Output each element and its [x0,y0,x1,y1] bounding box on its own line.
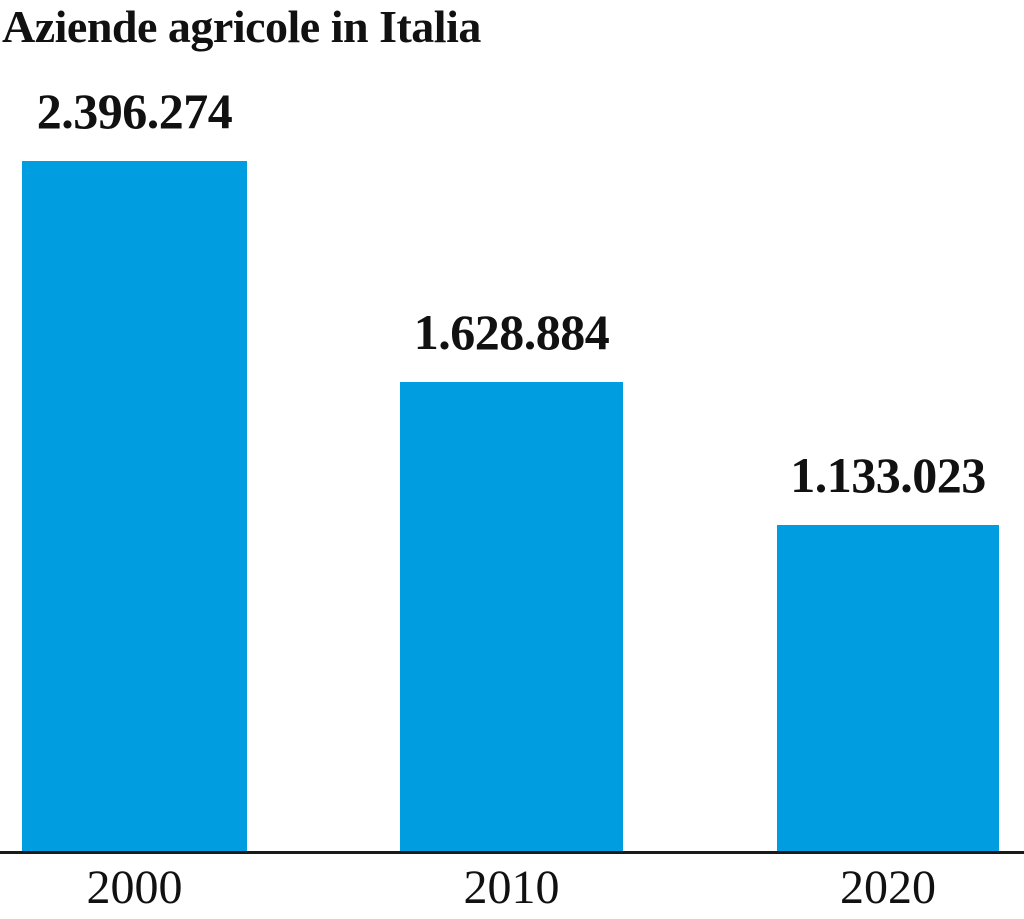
value-label-2010: 1.628.884 [413,304,610,360]
x-tick-2020: 2020 [840,861,936,914]
chart-title: Aziende agricole in Italia [2,1,481,52]
x-tick-2000: 2000 [86,861,183,914]
x-tick-2010: 2010 [463,861,560,914]
bar-group-2000: 2.396.274 [22,86,247,851]
bar-group-2020: 1.133.023 [777,450,999,851]
x-axis-line [0,851,1024,854]
bar-2000 [22,161,247,851]
value-label-2000: 2.396.274 [36,83,233,139]
bar-2010 [400,382,623,851]
bar-group-2010: 1.628.884 [400,307,623,851]
bar-2020 [777,525,999,851]
value-label-2020: 1.133.023 [790,447,986,503]
